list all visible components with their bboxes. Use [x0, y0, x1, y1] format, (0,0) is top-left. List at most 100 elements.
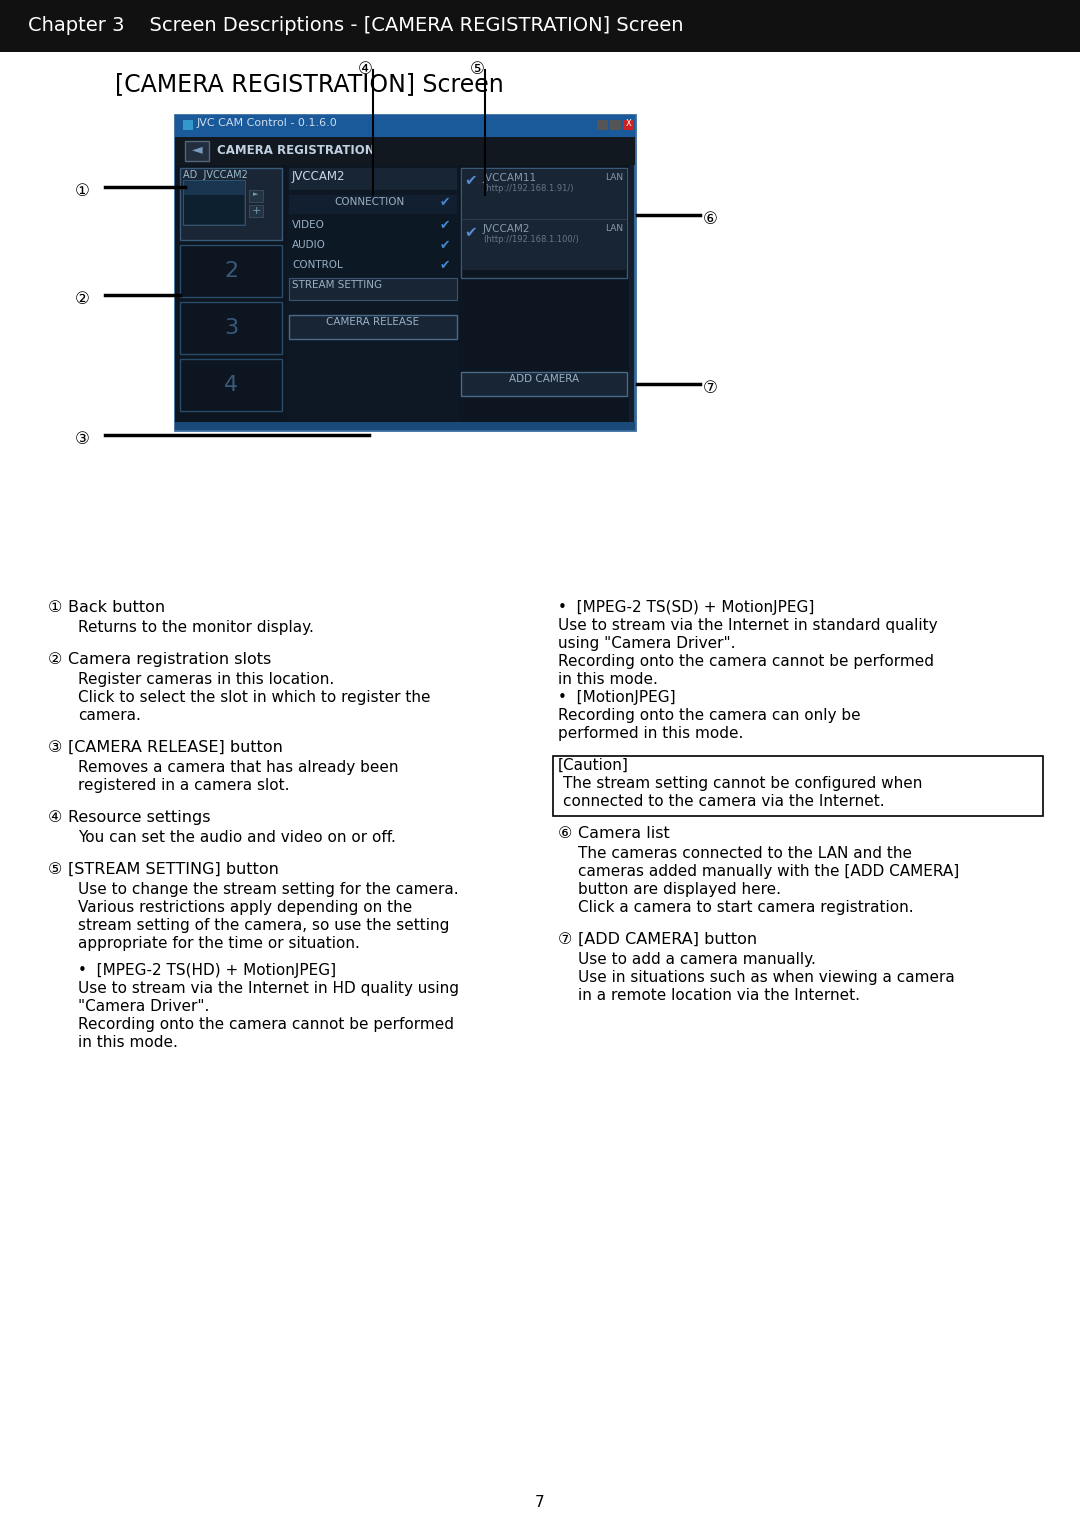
Text: Click a camera to start camera registration.: Click a camera to start camera registrat…: [578, 899, 914, 915]
Text: ①: ①: [75, 182, 90, 200]
Text: registered in a camera slot.: registered in a camera slot.: [78, 777, 289, 793]
Bar: [289, 195, 457, 214]
Bar: [610, 121, 621, 130]
Text: ①: ①: [48, 600, 63, 615]
Bar: [623, 121, 634, 130]
Text: [CAMERA REGISTRATION] Screen: [CAMERA REGISTRATION] Screen: [114, 72, 503, 96]
Text: in a remote location via the Internet.: in a remote location via the Internet.: [578, 988, 860, 1003]
Text: [Caution]: [Caution]: [558, 757, 629, 773]
Text: Use to add a camera manually.: Use to add a camera manually.: [578, 951, 815, 967]
Text: Click to select the slot in which to register the: Click to select the slot in which to reg…: [78, 690, 431, 705]
Text: ⑦: ⑦: [703, 379, 718, 397]
Text: cameras added manually with the [ADD CAMERA]: cameras added manually with the [ADD CAM…: [578, 864, 959, 880]
Text: in this mode.: in this mode.: [78, 1035, 178, 1051]
Text: CONNECTION: CONNECTION: [335, 197, 405, 208]
Text: camera.: camera.: [78, 709, 140, 722]
Bar: [183, 121, 193, 130]
Text: The cameras connected to the LAN and the: The cameras connected to the LAN and the: [578, 846, 912, 861]
Text: •  [MPEG-2 TS(HD) + MotionJPEG]: • [MPEG-2 TS(HD) + MotionJPEG]: [78, 964, 336, 977]
Bar: [180, 359, 282, 411]
Text: Removes a camera that has already been: Removes a camera that has already been: [78, 760, 399, 776]
Bar: [175, 421, 635, 431]
Bar: [289, 315, 457, 339]
Text: ⑥: ⑥: [703, 211, 718, 228]
Text: Recording onto the camera can only be: Recording onto the camera can only be: [558, 709, 861, 722]
Text: ✔: ✔: [464, 224, 476, 240]
Text: CAMERA REGISTRATION: CAMERA REGISTRATION: [217, 144, 375, 157]
Text: (http://192.168.1.91/): (http://192.168.1.91/): [483, 183, 573, 192]
Bar: [462, 220, 626, 270]
Bar: [180, 244, 282, 296]
Text: You can set the audio and video on or off.: You can set the audio and video on or of…: [78, 831, 396, 844]
Text: [ADD CAMERA] button: [ADD CAMERA] button: [578, 931, 757, 947]
Text: 4: 4: [224, 376, 238, 395]
Bar: [249, 205, 264, 217]
Bar: [289, 238, 457, 257]
Text: ✔: ✔: [464, 174, 476, 188]
Text: The stream setting cannot be configured when: The stream setting cannot be configured …: [563, 776, 922, 791]
Bar: [175, 165, 287, 426]
Text: 2: 2: [224, 261, 238, 281]
Text: ⑦: ⑦: [558, 931, 572, 947]
Text: in this mode.: in this mode.: [558, 672, 658, 687]
Text: Returns to the monitor display.: Returns to the monitor display.: [78, 620, 314, 635]
Bar: [175, 115, 635, 137]
Text: Back button: Back button: [68, 600, 165, 615]
Text: ✔: ✔: [440, 218, 450, 232]
Text: ✔: ✔: [440, 195, 450, 209]
Bar: [462, 169, 626, 218]
Text: JVCCAM2: JVCCAM2: [483, 224, 530, 234]
Bar: [180, 168, 282, 240]
Text: Resource settings: Resource settings: [68, 809, 211, 825]
Text: •  [MPEG-2 TS(SD) + MotionJPEG]: • [MPEG-2 TS(SD) + MotionJPEG]: [558, 600, 814, 615]
Text: ⑤: ⑤: [48, 863, 63, 876]
Text: AUDIO: AUDIO: [292, 240, 326, 250]
Bar: [461, 373, 627, 395]
Text: LAN: LAN: [605, 173, 623, 182]
Text: using "Camera Driver".: using "Camera Driver".: [558, 637, 735, 651]
Text: 7: 7: [536, 1495, 544, 1510]
Text: ✔: ✔: [440, 240, 450, 252]
Text: Use to change the stream setting for the camera.: Use to change the stream setting for the…: [78, 883, 459, 896]
Bar: [249, 189, 264, 202]
Text: X: X: [626, 119, 632, 128]
Text: AD  JVCCAM2: AD JVCCAM2: [183, 169, 248, 180]
Text: stream setting of the camera, so use the setting: stream setting of the camera, so use the…: [78, 918, 449, 933]
Text: Various restrictions apply depending on the: Various restrictions apply depending on …: [78, 899, 413, 915]
Bar: [175, 137, 635, 165]
Text: Chapter 3    Screen Descriptions - [CAMERA REGISTRATION] Screen: Chapter 3 Screen Descriptions - [CAMERA …: [28, 15, 684, 35]
Text: ④: ④: [357, 60, 373, 78]
Bar: [175, 115, 635, 431]
Text: ⑤: ⑤: [470, 60, 485, 78]
Text: ③: ③: [75, 431, 90, 447]
Text: JVC CAM Control - 0.1.6.0: JVC CAM Control - 0.1.6.0: [197, 118, 338, 128]
Bar: [184, 195, 244, 224]
Text: ②: ②: [48, 652, 63, 667]
Bar: [289, 258, 457, 276]
Text: performed in this mode.: performed in this mode.: [558, 725, 743, 741]
Text: CAMERA RELEASE: CAMERA RELEASE: [326, 318, 419, 327]
Bar: [185, 140, 210, 160]
Bar: [553, 756, 1043, 815]
Bar: [289, 168, 457, 189]
Text: ⑥: ⑥: [558, 826, 572, 841]
Text: "Camera Driver".: "Camera Driver".: [78, 999, 210, 1014]
Text: JVCCAM11: JVCCAM11: [483, 173, 537, 183]
Text: appropriate for the time or situation.: appropriate for the time or situation.: [78, 936, 360, 951]
Bar: [597, 121, 608, 130]
Bar: [184, 182, 244, 224]
Text: JVCCAM2: JVCCAM2: [292, 169, 346, 183]
Text: ✔: ✔: [440, 260, 450, 272]
Text: Camera registration slots: Camera registration slots: [68, 652, 271, 667]
Text: button are displayed here.: button are displayed here.: [578, 883, 781, 896]
Text: VIDEO: VIDEO: [292, 220, 325, 231]
Text: Register cameras in this location.: Register cameras in this location.: [78, 672, 334, 687]
Text: ◄: ◄: [191, 142, 202, 156]
Text: •  [MotionJPEG]: • [MotionJPEG]: [558, 690, 676, 705]
Bar: [459, 165, 629, 426]
Text: 3: 3: [224, 318, 238, 337]
Text: Use in situations such as when viewing a camera: Use in situations such as when viewing a…: [578, 970, 955, 985]
Text: ADD CAMERA: ADD CAMERA: [509, 374, 579, 383]
Text: STREAM SETTING: STREAM SETTING: [292, 279, 382, 290]
Text: LAN: LAN: [605, 224, 623, 234]
